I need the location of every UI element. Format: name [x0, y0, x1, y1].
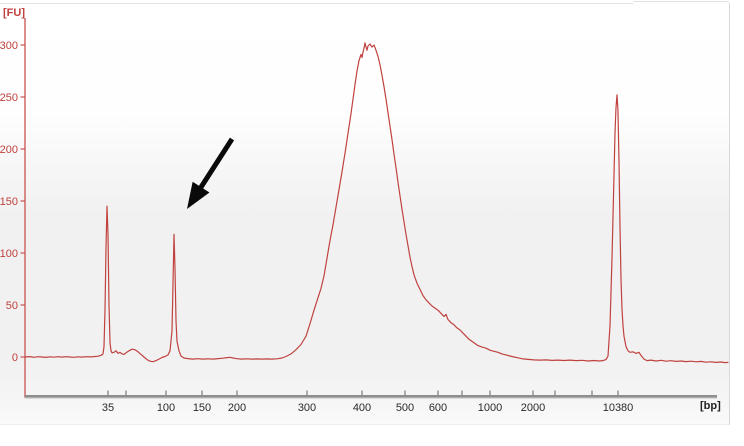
- x-tick-label: 1000: [478, 402, 502, 414]
- x-tick-label: 500: [396, 402, 414, 414]
- y-tick-label: 150: [0, 196, 18, 208]
- x-tick-label: 300: [298, 402, 316, 414]
- x-tick-label: 200: [228, 402, 246, 414]
- x-tick-label: 10380: [603, 402, 634, 414]
- x-tick-label: 100: [157, 402, 175, 414]
- panel-top-border: [0, 3, 633, 4]
- y-tick-label: 200: [0, 144, 18, 156]
- y-tick-label: 300: [0, 40, 18, 52]
- x-tick-label: 2000: [521, 402, 545, 414]
- y-tick-label: 50: [6, 300, 18, 312]
- y-tick-label: 250: [0, 92, 18, 104]
- annotation-arrow-head: [187, 181, 210, 209]
- x-axis-bar: [25, 395, 717, 398]
- x-tick-label: 600: [429, 402, 447, 414]
- x-axis-unit-label: [bp]: [700, 400, 721, 412]
- annotation-arrow-shaft: [197, 137, 235, 192]
- panel-top-border-step: [633, 1, 729, 2]
- y-tick-label: 100: [0, 248, 18, 260]
- x-tick-label: 150: [193, 402, 211, 414]
- y-axis-unit-label: [FU]: [3, 7, 25, 19]
- electropherogram-trace: [24, 42, 729, 364]
- x-tick-label: 400: [353, 402, 371, 414]
- x-axis-bar-shadow: [25, 397, 717, 399]
- x-tick-label: 35: [102, 402, 114, 414]
- y-tick-label: 0: [12, 352, 18, 364]
